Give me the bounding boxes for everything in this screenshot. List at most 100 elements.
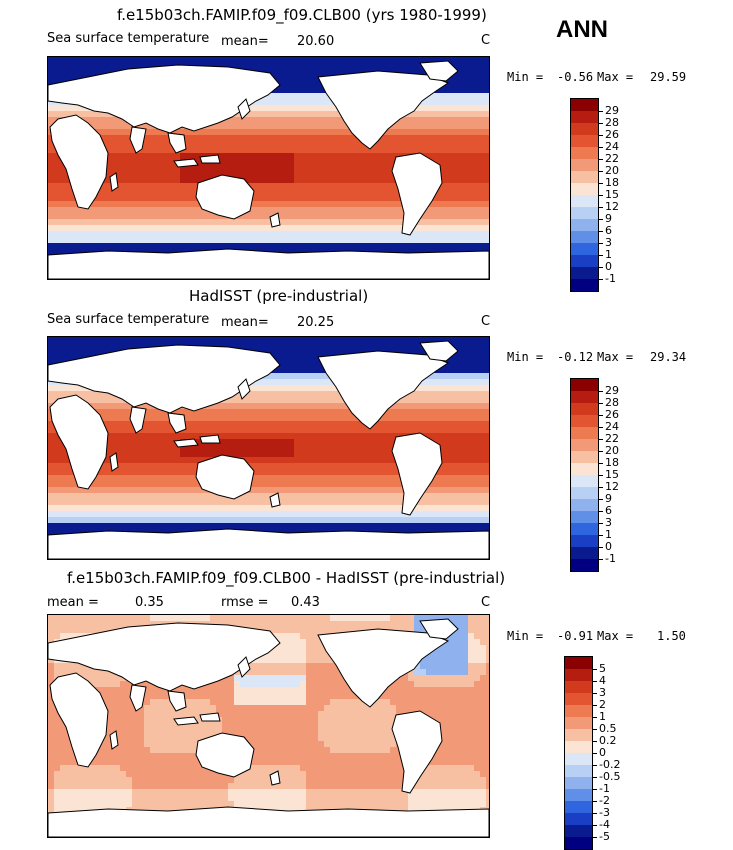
colorbar-swatch: [571, 415, 598, 427]
colorbar-swatch: [565, 693, 592, 705]
colorbar-swatch: [565, 837, 592, 849]
colorbar-tick-label: 12: [605, 480, 619, 493]
colorbar-swatch: [571, 231, 598, 243]
colorbar-tick: [599, 219, 603, 220]
panel3-max-value: 1.50: [657, 629, 686, 643]
land-outline: [48, 622, 281, 692]
colorbar-tick-label: 0: [605, 540, 612, 553]
map-canvas: [48, 57, 489, 279]
panel2-title: HadISST (pre-industrial): [189, 287, 369, 305]
land-outline: [419, 60, 459, 82]
colorbar-tick-label: 22: [605, 152, 619, 165]
colorbar-tick: [593, 717, 597, 718]
colorbar-tick-label: 0.5: [599, 722, 617, 735]
colorbar-tick-label: 3: [599, 686, 606, 699]
colorbar-swatch: [571, 463, 598, 475]
land-outline: [49, 114, 109, 210]
colorbar-tick-label: 0.2: [599, 734, 617, 747]
colorbar-swatch: [571, 195, 598, 207]
colorbar-tick-label: -1: [599, 782, 610, 795]
colorbar-tick: [593, 705, 597, 706]
colorbar-tick: [593, 741, 597, 742]
colorbar-tick-label: 26: [605, 128, 619, 141]
colorbar-tick: [599, 171, 603, 172]
colorbar-tick: [599, 243, 603, 244]
land-outline: [49, 394, 109, 490]
colorbar-swatch: [571, 267, 598, 279]
map-canvas: [48, 337, 489, 559]
panel1-colorbar: [570, 98, 599, 292]
colorbar-swatch: [571, 487, 598, 499]
colorbar-swatch: [571, 219, 598, 231]
land-outline: [167, 132, 187, 154]
land-outline: [48, 806, 489, 837]
land-outline: [269, 212, 281, 228]
panel3-units: C: [481, 595, 491, 610]
land-outline: [109, 452, 119, 472]
land-outline: [173, 158, 199, 168]
colorbar-tick: [599, 111, 603, 112]
colorbar-swatch: [571, 147, 598, 159]
panel2-mean-label: mean=: [221, 315, 269, 330]
colorbar-tick-label: -1: [605, 552, 616, 565]
panel3-mean-value: 0.35: [135, 595, 164, 610]
colorbar-tick-label: 1: [605, 528, 612, 541]
colorbar-tick: [599, 195, 603, 196]
land-outline: [48, 528, 489, 559]
colorbar-swatch: [565, 681, 592, 693]
land-outline: [199, 154, 221, 164]
panel1-max-label: Max =: [597, 70, 634, 84]
land-outline: [391, 152, 443, 236]
colorbar-tick: [593, 693, 597, 694]
panel3-mean-label: mean =: [47, 595, 99, 610]
land-outline: [129, 406, 147, 434]
panel1-mean-label: mean=: [221, 34, 269, 49]
colorbar-swatch: [571, 99, 598, 111]
colorbar-swatch: [565, 705, 592, 717]
land-outline: [129, 684, 147, 712]
colorbar-swatch: [565, 741, 592, 753]
continents: [48, 340, 489, 559]
panel3-min-label: Min =: [507, 629, 544, 643]
colorbar-swatch: [571, 475, 598, 487]
colorbar-tick: [599, 159, 603, 160]
colorbar-tick-label: 6: [605, 224, 612, 237]
colorbar-tick-label: 9: [605, 492, 612, 505]
panel1-map: [47, 56, 490, 280]
land-outline: [391, 710, 443, 794]
colorbar-tick-label: -2: [599, 794, 610, 807]
land-outline: [167, 412, 187, 434]
colorbar-tick-label: 15: [605, 188, 619, 201]
colorbar-tick: [599, 475, 603, 476]
panel2-colorbar: [570, 378, 599, 572]
panel2-mean-value: 20.25: [297, 315, 335, 330]
colorbar-swatch: [571, 439, 598, 451]
colorbar-tick-label: -0.2: [599, 758, 621, 771]
colorbar-swatch: [571, 255, 598, 267]
panel2-map: [47, 336, 490, 560]
land-outline: [109, 172, 119, 192]
colorbar-tick: [599, 391, 603, 392]
colorbar-tick-label: 1: [599, 710, 606, 723]
colorbar-tick: [599, 463, 603, 464]
colorbar-tick: [593, 753, 597, 754]
panel1-units: C: [481, 33, 491, 48]
colorbar-tick: [599, 231, 603, 232]
colorbar-tick: [599, 535, 603, 536]
colorbar-tick: [599, 147, 603, 148]
colorbar-tick: [593, 825, 597, 826]
land-outline: [237, 656, 251, 678]
colorbar-tick-label: 18: [605, 456, 619, 469]
colorbar-swatch: [565, 825, 592, 837]
colorbar-swatch: [571, 427, 598, 439]
colorbar-swatch: [565, 765, 592, 777]
land-outline: [419, 618, 459, 640]
land-outline: [199, 434, 221, 444]
colorbar-swatch: [571, 207, 598, 219]
land-outline: [269, 770, 281, 786]
panel2-variable-label: Sea surface temperature: [47, 312, 210, 327]
land-outline: [173, 438, 199, 448]
land-outline: [49, 672, 109, 768]
colorbar-tick: [599, 427, 603, 428]
panel3-rmse-value: 0.43: [291, 595, 320, 610]
